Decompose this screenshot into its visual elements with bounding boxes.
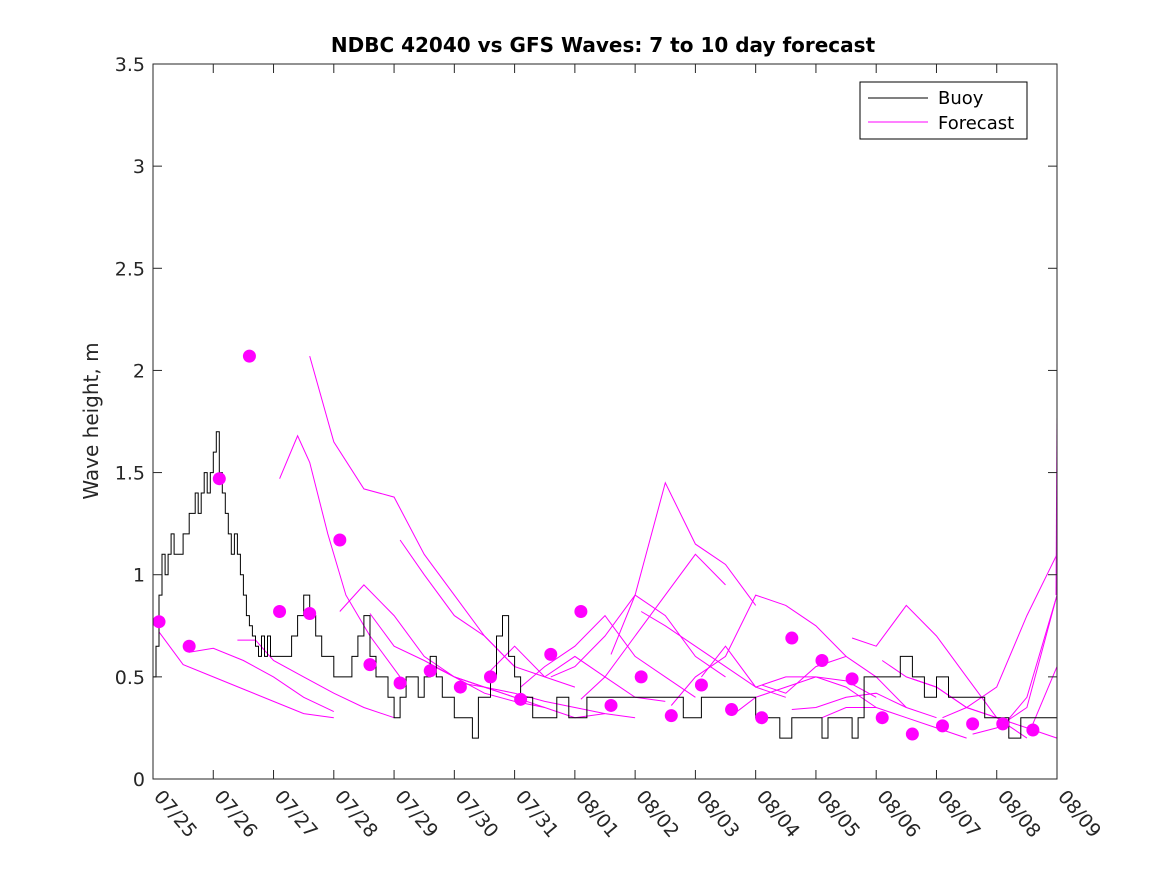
forecast-line [670, 594, 847, 706]
forecast-line [640, 611, 786, 698]
forecast-marker [212, 472, 226, 486]
forecast-marker [996, 717, 1010, 731]
x-axis-ticks: 07/25 07/26 07/27 07/28 07/29 07/30 07/31 08/01… [149, 64, 1105, 842]
forecast-marker [363, 658, 377, 672]
y-tick-label: 2 [133, 360, 145, 382]
forecast-marker [725, 703, 739, 717]
x-tick-label: 07/25 [149, 786, 201, 842]
forecast-line [1032, 666, 1058, 724]
x-tick-label: 08/02 [631, 786, 683, 842]
forecast-marker [935, 719, 949, 733]
x-tick-label: 08/06 [872, 786, 924, 842]
forecast-line [701, 645, 877, 708]
y-tick-label: 1.5 [115, 463, 145, 485]
forecast-line [791, 692, 937, 719]
legend-buoy-label: Buoy [938, 88, 984, 109]
x-tick-label: 08/01 [571, 786, 623, 842]
x-tick-label: 07/28 [330, 786, 382, 842]
legend-box [859, 81, 1028, 140]
forecast-marker [273, 604, 287, 618]
forecast-line [279, 434, 401, 678]
legend: Buoy Forecast [859, 81, 1028, 140]
forecast-marker [1026, 723, 1040, 737]
forecast-line [580, 553, 726, 700]
forecast-marker [182, 639, 196, 653]
forecast-marker [303, 607, 317, 621]
forecast-line [309, 355, 515, 667]
plot-area [152, 349, 1058, 741]
forecast-marker [574, 604, 588, 618]
x-tick-label: 08/03 [692, 786, 744, 842]
forecast-line [851, 604, 998, 718]
forecast-marker [845, 672, 859, 686]
forecast-line [189, 647, 335, 713]
forecast-marker [905, 727, 919, 741]
x-tick-label: 07/27 [270, 786, 322, 842]
x-tick-label: 08/09 [1053, 786, 1105, 842]
forecast-line [1002, 594, 1058, 727]
x-tick-label: 08/07 [933, 786, 985, 842]
forecast-line [972, 594, 1058, 735]
forecast-line [460, 682, 636, 719]
forecast-line [610, 481, 757, 655]
y-tick-label: 0 [133, 769, 145, 791]
forecast-marker [152, 615, 166, 629]
forecast-marker [966, 717, 980, 731]
y-tick-label: 1 [133, 565, 145, 587]
x-tick-label: 08/04 [752, 786, 804, 842]
forecast-marker [393, 676, 407, 690]
x-tick-label: 07/29 [390, 786, 442, 842]
y-tick-label: 2.5 [115, 258, 145, 280]
forecast-line [158, 631, 334, 719]
x-tick-label: 07/30 [451, 786, 503, 842]
forecast-marker [785, 631, 799, 645]
forecast-marker [333, 533, 347, 547]
forecast-line [942, 554, 1058, 719]
x-tick-label: 07/31 [511, 786, 563, 842]
plot-frame [152, 63, 1058, 780]
forecast-marker [604, 698, 618, 712]
forecast-marker [242, 349, 256, 363]
forecast-line [520, 614, 696, 698]
y-tick-label: 3.5 [115, 54, 145, 76]
forecast-marker [453, 680, 467, 694]
forecast-marker [694, 678, 708, 692]
forecast-marker [544, 647, 558, 661]
x-tick-label: 08/08 [993, 786, 1045, 842]
y-axis-label: Wave height, m [79, 342, 103, 499]
forecast-marker [664, 709, 678, 723]
legend-forecast-label: Forecast [938, 113, 1014, 134]
forecast-marker [514, 692, 528, 706]
forecast-line [237, 639, 395, 719]
buoy-line [153, 431, 1057, 739]
forecast-marker [634, 670, 648, 684]
forecast-marker [815, 654, 829, 668]
forecast-marker [423, 664, 437, 678]
x-tick-label: 07/26 [209, 786, 261, 842]
x-tick-label: 08/05 [812, 786, 864, 842]
y-tick-label: 3 [133, 156, 145, 178]
y-tick-label: 0.5 [115, 667, 145, 689]
forecast-marker [875, 711, 889, 725]
forecast-line [761, 655, 907, 708]
forecast-marker [755, 711, 769, 725]
chart-title: NDBC 42040 vs GFS Waves: 7 to 10 day for… [331, 33, 876, 57]
forecast-marker [483, 670, 497, 684]
forecast-line [399, 539, 576, 688]
y-axis-ticks: 0 0.5 1 1.5 2 2.5 3 3.5 [115, 54, 1057, 791]
